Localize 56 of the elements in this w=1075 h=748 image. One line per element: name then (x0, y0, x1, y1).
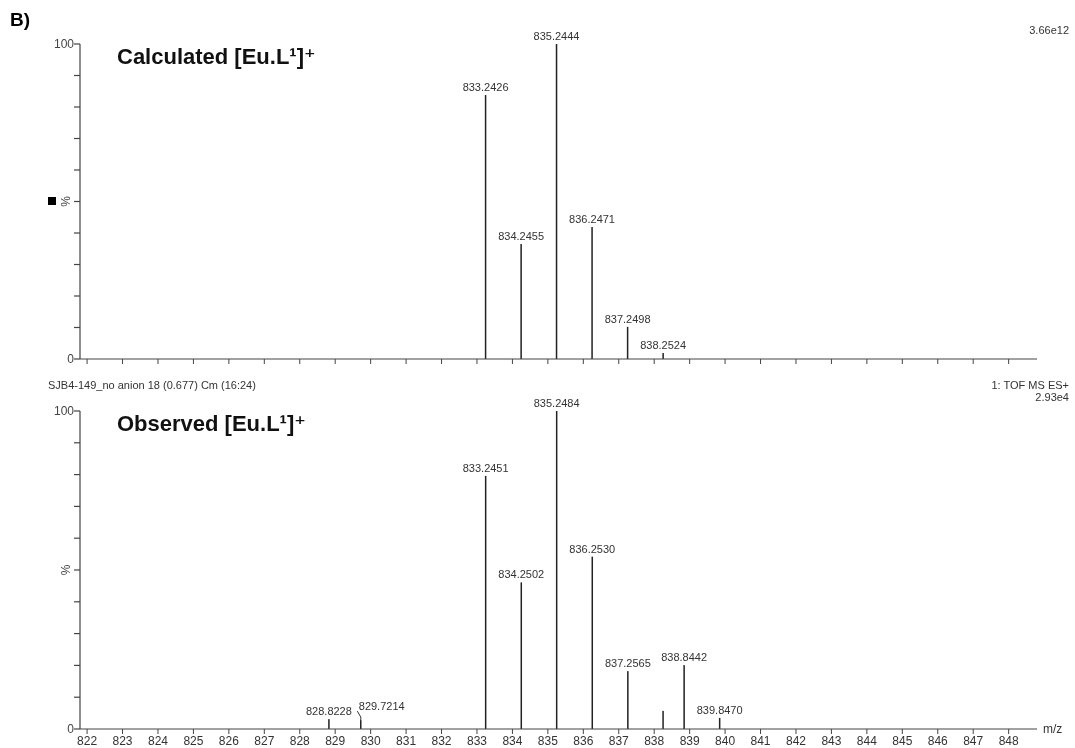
x-tick-label: 827 (254, 734, 275, 748)
annotation: 834.2455 (498, 230, 545, 243)
y-tick-label: 0 (67, 352, 75, 366)
x-tick-label: 838 (644, 734, 665, 748)
x-tick-label: 831 (396, 734, 417, 748)
annotation: 829.7214 (358, 700, 405, 713)
annotation: 836.2471 (569, 213, 616, 226)
y-axis-title: % (59, 195, 73, 207)
annotation: 835.2444 (533, 30, 580, 42)
text: 1: TOF MS ES+ (991, 379, 1069, 391)
x-tick-label: 824 (147, 734, 169, 748)
x-tick-label: 829 (325, 734, 346, 748)
x-tick-label: 840 (715, 734, 736, 748)
annotation: 838.2524 (640, 339, 687, 352)
x-tick-label: 825 (183, 734, 204, 748)
x-tick-label: 846 (927, 734, 949, 748)
x-tick-label: 841 (750, 734, 771, 748)
chart-title: Calculated [Eu.L¹]⁺ (117, 44, 316, 69)
text: SJB4-149_no anion 18 (0.677) Cm (16:24) (48, 379, 256, 391)
annotation: 837.2565 (604, 657, 651, 670)
x-tick-label: 828 (289, 734, 311, 748)
x-tick-label: 832 (431, 734, 452, 748)
text: 3.66e12 (1029, 24, 1069, 36)
annotation: 833.2451 (462, 461, 509, 474)
x-tick-label: 833 (466, 734, 488, 748)
y-tick-label: 100 (53, 37, 75, 51)
annotation: 839.8470 (696, 703, 743, 716)
x-tick-label: 848 (998, 734, 1019, 748)
x-tick-label: 847 (963, 734, 984, 748)
text: 2.93e4 (1035, 391, 1069, 403)
text: B) (10, 9, 31, 30)
annotation: 835.2484 (533, 397, 580, 409)
annotation: 833.2426 (462, 81, 509, 94)
x-tick-label: 844 (856, 734, 878, 748)
annotation: 828.8228 (305, 705, 352, 718)
x-tick-label: 823 (112, 734, 133, 748)
annotation: 838.8442 (661, 651, 708, 664)
y-tick-label: 0 (67, 722, 75, 736)
y-axis-title: % (59, 564, 73, 576)
x-tick-label: 835 (537, 734, 559, 748)
x-tick-label: 834 (502, 734, 523, 748)
y-tick-label: 100 (53, 404, 75, 418)
chart-title: Observed [Eu.L¹]⁺ (117, 411, 306, 436)
annotation: 834.2502 (498, 568, 545, 581)
x-tick-label: 845 (892, 734, 913, 748)
x-tick-label: 830 (360, 734, 381, 748)
x-tick-label: 822 (77, 734, 98, 748)
annotation: 836.2530 (569, 542, 616, 555)
x-tick-label: 836 (573, 734, 594, 748)
x-tick-label: 837 (608, 734, 630, 748)
x-tick-label: 826 (218, 734, 240, 748)
x-tick-label: 839 (679, 734, 700, 748)
annotation: 837.2498 (604, 312, 651, 325)
x-tick-label: 843 (821, 734, 842, 748)
x-tick-label: 842 (785, 734, 807, 748)
x-axis-title: m/z (1043, 722, 1063, 736)
